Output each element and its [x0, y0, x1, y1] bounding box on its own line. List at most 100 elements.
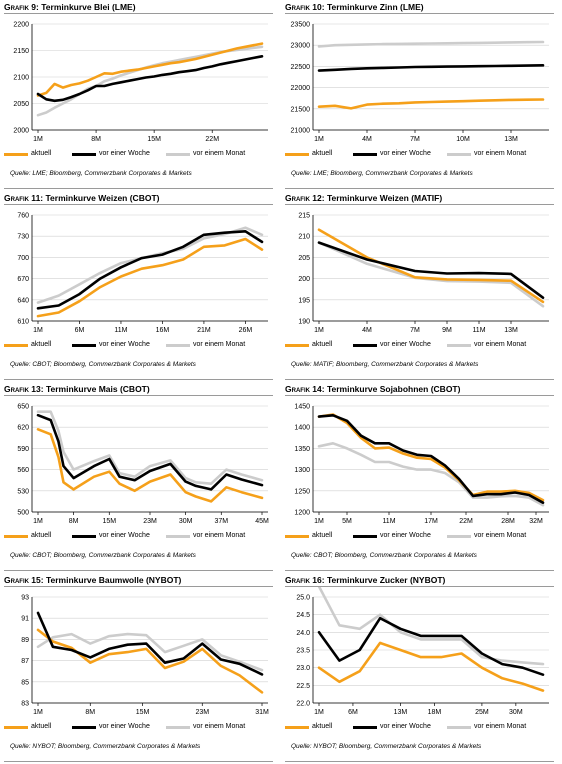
- chart-title: Grafik 11: Terminkurve Weizen (CBOT): [4, 193, 159, 203]
- x-tick-label: 9M: [442, 327, 452, 334]
- chart-number: Grafik 13:: [4, 384, 44, 394]
- legend-swatch-monat: [166, 153, 190, 156]
- title-rule: [285, 13, 554, 14]
- legend-swatch-aktuell: [4, 344, 28, 347]
- series-line-monat: [317, 587, 545, 666]
- legend-swatch-woche: [72, 726, 96, 729]
- legend-label-woche: vor einer Woche: [99, 341, 150, 348]
- series-line-monat: [36, 410, 264, 485]
- legend-label-woche: vor einer Woche: [380, 341, 431, 348]
- legend-label-aktuell: aktuell: [31, 150, 52, 157]
- chart-number: Grafik 16:: [285, 575, 325, 585]
- y-tick-label: 25.0: [296, 595, 310, 602]
- x-tick-label: 11M: [382, 518, 395, 525]
- bottom-rule: [4, 379, 273, 380]
- x-tick-label: 15M: [102, 518, 116, 525]
- chart-panel-sojabohnen: Grafik 14: Terminkurve Sojabohnen (CBOT)…: [281, 382, 562, 573]
- chart-svg: 1200 1250 1300 1350 1400 1450 1M 5M 11M 17M 22M 28M…: [294, 404, 549, 525]
- bottom-rule: [285, 188, 554, 189]
- y-tick-label: 195: [298, 297, 310, 304]
- x-tick-label: 32M: [529, 518, 543, 525]
- chart-panel-zinn: Grafik 10: Terminkurve Zinn (LME) 21000 21…: [281, 0, 562, 191]
- chart-svg: 83 85 87 89 91 93 1M 8M 15M 23M 31M: [21, 595, 269, 717]
- y-tick-label: 760: [17, 213, 29, 220]
- legend-label-aktuell: aktuell: [31, 532, 52, 539]
- legend-label-monat: vor einem Monat: [474, 150, 527, 157]
- chart-title: Grafik 15: Terminkurve Baumwolle (NYBOT): [4, 575, 181, 585]
- y-tick-label: 2100: [13, 75, 29, 82]
- y-tick-label: 22.5: [296, 683, 310, 690]
- legend-swatch-monat: [447, 535, 471, 538]
- x-tick-label: 1M: [33, 136, 43, 143]
- y-tick-label: 1400: [294, 425, 310, 432]
- bottom-rule: [285, 379, 554, 380]
- x-tick-label: 45M: [255, 518, 269, 525]
- series-line-monat: [36, 632, 264, 672]
- legend-label-woche: vor einer Woche: [99, 723, 150, 730]
- y-tick-label: 610: [17, 319, 29, 326]
- y-tick-label: 500: [17, 510, 29, 517]
- chart-source: Quelle: NYBOT; Bloomberg, Commerzbank Co…: [291, 743, 482, 750]
- legend-label-monat: vor einem Monat: [474, 532, 527, 539]
- legend-swatch-aktuell: [4, 153, 28, 156]
- series-line-woche: [317, 241, 545, 299]
- legend-label-woche: vor einer Woche: [380, 532, 431, 539]
- chart-title-text: Terminkurve Zucker (NYBOT): [324, 575, 446, 585]
- y-tick-label: 23000: [291, 43, 311, 50]
- x-tick-label: 4M: [362, 136, 372, 143]
- chart-panel-blei: Grafik 9: Terminkurve Blei (LME) 2000 2050…: [0, 0, 281, 191]
- legend-label-monat: vor einem Monat: [193, 150, 246, 157]
- series-line-aktuell: [317, 641, 545, 692]
- y-tick-label: 700: [17, 255, 29, 262]
- y-tick-label: 640: [17, 297, 29, 304]
- y-tick-label: 23500: [291, 22, 311, 29]
- legend-label-aktuell: aktuell: [312, 341, 333, 348]
- chart-svg: 22.0 22.5 23.0 23.5 24.0 24.5 25.0 1M 6M 13M 18M 25…: [296, 587, 549, 716]
- chart-source: Quelle: LME; Bloomberg, Commerzbank Corp…: [10, 170, 192, 177]
- chart-number: Grafik 12:: [285, 193, 325, 203]
- chart-svg: 610 640 670 700 730 760 1M 6M 11M 16M 21M 26M: [17, 213, 268, 334]
- y-tick-label: 2150: [13, 48, 29, 55]
- bottom-rule: [4, 761, 273, 762]
- x-tick-label: 17M: [424, 518, 438, 525]
- y-tick-label: 1450: [294, 404, 310, 411]
- legend-label-woche: vor einer Woche: [99, 150, 150, 157]
- x-tick-label: 8M: [91, 136, 101, 143]
- y-tick-label: 23.0: [296, 665, 310, 672]
- x-tick-label: 8M: [69, 518, 79, 525]
- x-tick-label: 28M: [501, 518, 515, 525]
- x-tick-label: 30M: [179, 518, 193, 525]
- y-tick-label: 215: [298, 213, 310, 220]
- chart-title: Grafik 13: Terminkurve Mais (CBOT): [4, 384, 150, 394]
- legend-swatch-aktuell: [285, 153, 309, 156]
- chart-title-text: Terminkurve Weizen (CBOT): [43, 193, 160, 203]
- x-tick-label: 22M: [205, 136, 219, 143]
- x-tick-label: 5M: [342, 518, 352, 525]
- legend-swatch-woche: [353, 344, 377, 347]
- series-line-monat: [317, 40, 545, 48]
- series-line-monat: [317, 241, 545, 308]
- y-tick-label: 650: [17, 404, 29, 411]
- y-tick-label: 200: [298, 276, 310, 283]
- y-tick-label: 22.0: [296, 701, 310, 708]
- series-line-aktuell: [317, 413, 545, 502]
- legend-label-aktuell: aktuell: [31, 723, 52, 730]
- legend-swatch-woche: [353, 726, 377, 729]
- title-rule: [285, 395, 554, 396]
- chart-title: Grafik 16: Terminkurve Zucker (NYBOT): [285, 575, 445, 585]
- chart-title-text: Terminkurve Zinn (LME): [324, 2, 424, 12]
- y-tick-label: 670: [17, 276, 29, 283]
- chart-title: Grafik 10: Terminkurve Zinn (LME): [285, 2, 424, 12]
- chart-svg: 500 530 560 590 620 650 1M 8M 15M 23M 30M 37M 45M: [17, 404, 269, 526]
- y-tick-label: 560: [17, 467, 29, 474]
- y-tick-label: 2050: [13, 101, 29, 108]
- y-tick-label: 590: [17, 446, 29, 453]
- series-line-monat: [36, 226, 264, 304]
- legend-swatch-aktuell: [285, 726, 309, 729]
- series-line-woche: [317, 616, 545, 676]
- x-tick-label: 23M: [195, 709, 209, 716]
- x-tick-label: 13M: [394, 709, 408, 716]
- y-tick-label: 83: [21, 701, 29, 708]
- chart-svg: 21000 21500 22000 22500 23000 23500 1M 4M 7M 10M 1…: [291, 22, 549, 143]
- x-tick-label: 13M: [504, 136, 518, 143]
